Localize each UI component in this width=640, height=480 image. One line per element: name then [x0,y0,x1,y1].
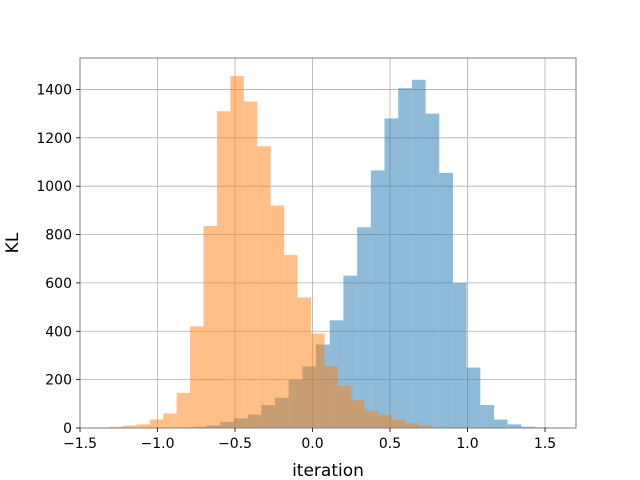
axes-frame [79,57,577,429]
histogram-series-1 [109,76,459,429]
x-axis-label: iteration [292,461,364,480]
x-tick-label: −1.5 [63,436,97,452]
histogram-bar [378,414,392,428]
bars [109,76,549,429]
histogram-bar [109,426,123,428]
histogram-bar [521,426,536,428]
histogram-bar [243,101,258,428]
histogram-bar [357,227,371,428]
x-tick-label: −1.0 [141,436,175,452]
histogram-bar [398,88,412,428]
histogram-bar [425,113,440,429]
y-tick-label: 200 [45,373,72,389]
y-tick-label: 1200 [36,131,72,147]
y-axis-label: KL [3,232,23,253]
histogram-bar [284,255,298,428]
histogram-bar [351,400,365,428]
histogram-bar [257,146,271,428]
y-tick-label: 0 [63,421,72,437]
histogram-bar [324,366,338,428]
x-tick-label: 1.5 [534,436,556,452]
histogram-bar [297,297,312,428]
histogram-bar [384,118,399,428]
y-tick-label: 400 [45,324,72,340]
histogram-bar [418,425,432,428]
histogram-bar [149,419,164,428]
histogram-bar [203,226,217,428]
histogram-bar [391,419,406,428]
x-tick-label: −0.5 [218,436,252,452]
y-axis-ticks: 0 200 400 600 800 1000 1200 1400 [36,82,80,437]
y-tick-label: 1400 [36,82,72,98]
histogram-bar [190,326,204,428]
plot-area: −1.5 −1.0 −0.5 0.0 0.5 1.0 1.5 0 200 400 600 800 10… [36,57,577,452]
histogram-bar [216,111,231,429]
histogram-bar [507,424,522,428]
y-tick-label: 600 [45,276,72,292]
x-tick-label: 0.5 [379,436,401,452]
x-tick-label: 1.0 [456,436,478,452]
histogram-bar [364,411,379,428]
y-tick-label: 1000 [36,179,72,195]
histogram-bar [439,172,453,428]
histogram-bar [466,367,481,428]
histogram-bar [122,425,137,428]
histogram-bar [452,282,467,428]
histogram-bar [411,79,426,428]
x-axis-ticks: −1.5 −1.0 −0.5 0.0 0.5 1.0 1.5 [63,428,556,452]
histogram-bar [230,76,244,428]
histogram-bar [311,333,325,428]
histogram-bar [176,392,191,428]
histogram-bar [480,405,494,428]
histogram-bar [370,170,385,428]
histogram-bar [136,424,150,428]
histogram-bar [270,205,285,428]
histogram-bar [405,423,419,428]
histogram-bar [337,385,352,428]
x-tick-label: 0.0 [301,436,323,452]
histogram-bar [493,419,508,428]
histogram-bar [163,413,177,428]
y-tick-label: 800 [45,228,72,244]
